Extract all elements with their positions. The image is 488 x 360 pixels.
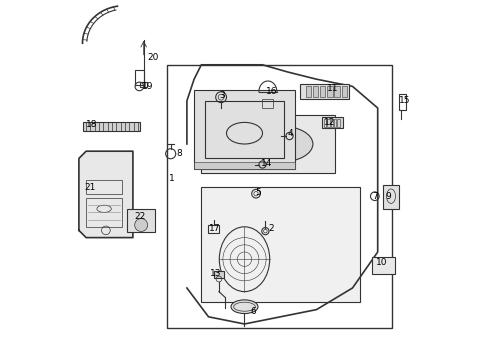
Bar	[341, 86, 346, 97]
Bar	[127, 209, 154, 232]
Bar	[201, 187, 359, 302]
Text: 19: 19	[142, 82, 153, 91]
Bar	[167, 65, 391, 328]
Bar	[334, 86, 339, 97]
Text: 14: 14	[260, 159, 271, 168]
Ellipse shape	[230, 300, 258, 314]
Text: 17: 17	[208, 224, 220, 233]
Bar	[213, 271, 224, 278]
Text: 15: 15	[399, 96, 410, 105]
Text: 22: 22	[134, 212, 145, 220]
Text: 8: 8	[176, 149, 182, 158]
Text: 3: 3	[219, 91, 224, 100]
Bar	[326, 119, 329, 127]
Text: 16: 16	[265, 87, 277, 96]
Text: 21: 21	[84, 183, 96, 192]
Bar	[194, 162, 294, 169]
Bar	[371, 257, 394, 274]
Bar	[320, 86, 325, 97]
Bar	[382, 185, 399, 209]
Text: 13: 13	[210, 269, 222, 278]
Bar	[321, 117, 343, 128]
Text: 1: 1	[168, 174, 174, 183]
Bar	[86, 198, 122, 227]
Text: 18: 18	[86, 120, 98, 129]
Text: 5: 5	[255, 188, 261, 197]
Polygon shape	[79, 151, 133, 238]
Bar	[261, 99, 272, 108]
Bar	[201, 115, 334, 173]
Bar	[336, 119, 339, 127]
Bar	[194, 90, 294, 169]
Polygon shape	[201, 115, 334, 173]
Polygon shape	[201, 187, 359, 302]
Circle shape	[134, 219, 147, 231]
Bar	[399, 94, 406, 110]
Bar	[86, 180, 122, 194]
Text: 4: 4	[287, 129, 293, 138]
Bar	[134, 70, 143, 85]
Text: 10: 10	[375, 258, 386, 267]
Text: 20: 20	[147, 53, 158, 62]
Bar	[140, 82, 147, 87]
Text: 9: 9	[384, 192, 390, 201]
Bar	[300, 84, 348, 99]
Bar	[82, 122, 140, 131]
Bar	[305, 86, 310, 97]
Bar	[330, 119, 333, 127]
Bar	[326, 86, 332, 97]
Text: 12: 12	[323, 118, 334, 127]
Bar	[333, 119, 336, 127]
Bar	[208, 225, 219, 233]
Bar	[204, 101, 284, 158]
Bar	[323, 119, 325, 127]
Text: 11: 11	[326, 84, 338, 93]
Text: 2: 2	[267, 224, 273, 233]
Bar	[312, 86, 318, 97]
Text: 6: 6	[249, 307, 255, 316]
Text: 7: 7	[371, 192, 377, 201]
Ellipse shape	[247, 126, 312, 162]
